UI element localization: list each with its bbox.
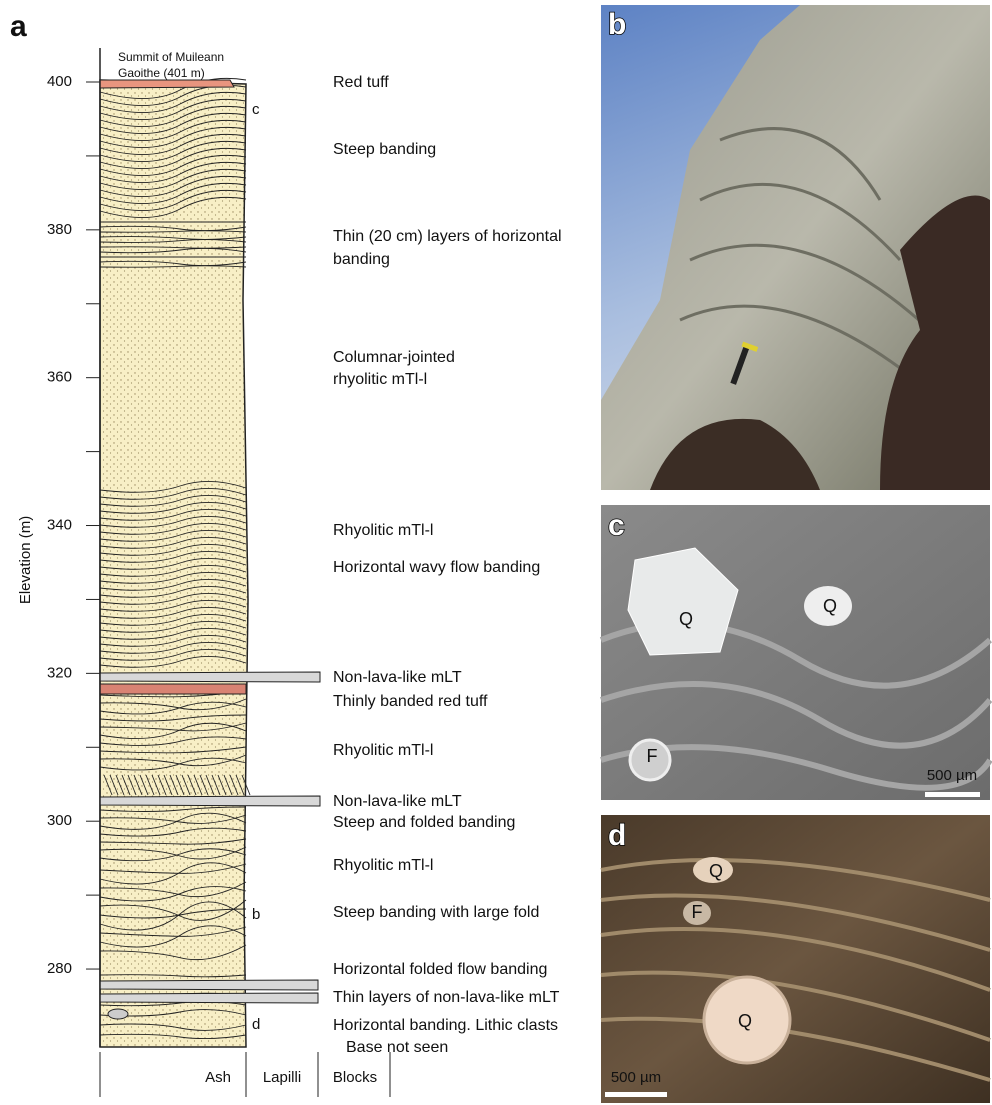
description: Rhyolitic mTl-l [333, 742, 433, 759]
description: Steep banding [333, 141, 436, 158]
description: Steep and folded banding [333, 814, 515, 831]
description: Thin (20 cm) layers of horizontal [333, 228, 562, 245]
lapilli-layer [100, 980, 318, 990]
scale-label: 500 µm [927, 767, 977, 784]
red-tuff [100, 684, 246, 694]
photo-label: F [692, 902, 703, 922]
photo-label: Q [738, 1011, 752, 1031]
grain-label: Ash [205, 1069, 231, 1086]
tick-label: 400 [47, 73, 72, 90]
summit-label: Gaoithe (401 m) [118, 66, 205, 80]
panel-label: d [608, 819, 626, 852]
description: Non-lava-like mLT [333, 793, 462, 810]
lapilli-layer [100, 796, 320, 806]
description: Thin layers of non-lava-like mLT [333, 989, 560, 1006]
tick-label: 280 [47, 960, 72, 977]
tick-label: 300 [47, 812, 72, 829]
figure: 280 300 320 340 360 380 400 Elevation (m) Summit… [0, 0, 992, 1105]
lapilli-layer [100, 993, 318, 1003]
tick-label: 360 [47, 369, 72, 386]
panel-label: a [10, 10, 27, 43]
lithic-clast [108, 1009, 128, 1019]
grain-label: Blocks [333, 1069, 377, 1086]
tick-label: 320 [47, 664, 72, 681]
summit-label: Summit of Muileann [118, 50, 224, 64]
sample-mark: c [252, 101, 260, 118]
photo-label: Q [679, 609, 693, 629]
description: Non-lava-like mLT [333, 669, 462, 686]
axis-label: Elevation (m) [17, 516, 34, 604]
description: Steep banding with large fold [333, 904, 539, 921]
description: Rhyolitic mTl-l [333, 522, 433, 539]
description: Horizontal banding. Lithic clasts [333, 1017, 558, 1034]
page: {"figure": { "panel_labels": ["a", "b", … [0, 0, 992, 1105]
grain-label: Lapilli [263, 1069, 301, 1086]
panel-label: b [608, 8, 626, 41]
column-fill [100, 80, 248, 1047]
description: banding [333, 251, 390, 268]
photo-b [601, 5, 990, 490]
description: Thinly banded red tuff [333, 693, 488, 710]
photo-label: Q [709, 861, 723, 881]
photo-label: F [647, 746, 658, 766]
lapilli-layer [100, 672, 320, 682]
photo-c [601, 505, 990, 800]
photo-d [601, 815, 990, 1103]
description: rhyolitic mTl-l [333, 371, 427, 388]
scale-label: 500 µm [611, 1069, 661, 1086]
description: Base not seen [346, 1039, 448, 1056]
tick-label: 340 [47, 516, 72, 533]
sample-mark: b [252, 906, 260, 923]
photo-label: Q [823, 596, 837, 616]
description: Columnar-jointed [333, 349, 455, 366]
panel-label: c [608, 509, 625, 542]
red-tuff [100, 80, 234, 88]
description: Red tuff [333, 74, 389, 91]
description: Horizontal folded flow banding [333, 961, 547, 978]
tick-label: 380 [47, 221, 72, 238]
description: Rhyolitic mTl-l [333, 857, 433, 874]
stratigraphic-log: 280 300 320 340 360 380 400 Elevation (m) Summit… [17, 48, 562, 1097]
description: Horizontal wavy flow banding [333, 559, 540, 576]
sample-mark: d [252, 1016, 260, 1033]
